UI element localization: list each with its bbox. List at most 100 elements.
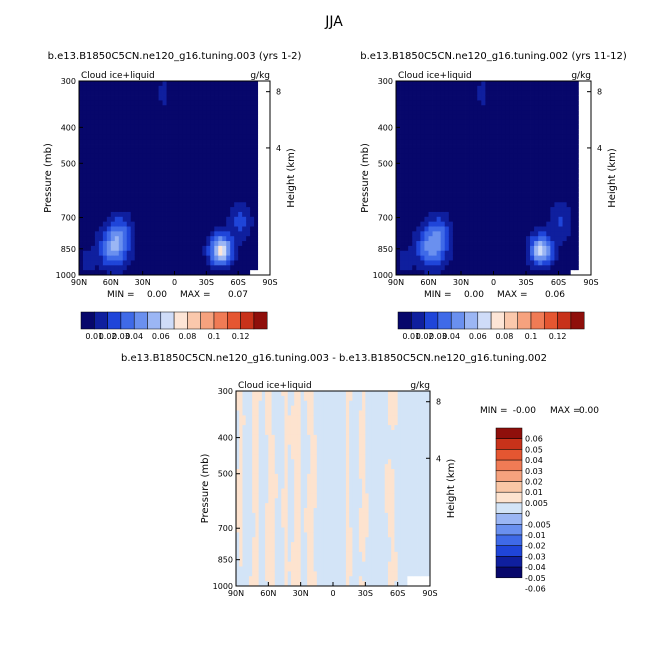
heatmap-cell — [182, 182, 187, 189]
heatmap-cell — [266, 226, 271, 232]
heatmap-cell — [513, 81, 519, 87]
heatmap-cell — [408, 260, 413, 266]
heatmap-cell — [138, 110, 144, 116]
heatmap-cell — [281, 483, 285, 489]
heatmap-cell — [586, 192, 592, 198]
heatmap-cell — [130, 158, 136, 164]
heatmap-cell — [570, 119, 576, 126]
heatmap-cell — [258, 517, 263, 524]
heatmap-cell — [250, 110, 255, 116]
heatmap-cell — [404, 81, 409, 87]
heatmap-cell — [408, 270, 413, 276]
heatmap-cell — [230, 226, 235, 232]
heatmap-cell — [526, 202, 531, 208]
heatmap-cell — [166, 178, 171, 184]
heatmap-cell — [268, 434, 272, 441]
heatmap-cell — [416, 153, 421, 159]
heatmap-cell — [562, 114, 568, 121]
heatmap-cell — [114, 192, 120, 198]
heatmap-cell — [469, 260, 474, 266]
heatmap-cell — [98, 178, 104, 184]
heatmap-cell — [242, 163, 247, 169]
heatmap-cell — [242, 532, 247, 538]
heatmap-cell — [202, 163, 207, 169]
heatmap-cell — [238, 226, 243, 232]
heatmap-cell — [258, 547, 263, 553]
heatmap-cell — [477, 187, 482, 193]
heatmap-cell — [86, 173, 92, 179]
heatmap-cell — [456, 197, 462, 203]
heatmap-cell — [303, 517, 308, 524]
heatmap-cell — [300, 508, 305, 514]
heatmap-cell — [538, 192, 543, 198]
heatmap-cell — [574, 255, 580, 261]
heatmap-cell — [440, 139, 446, 145]
heatmap-cell — [218, 105, 223, 111]
heatmap-cell — [436, 173, 442, 179]
heatmap-cell — [538, 158, 543, 164]
heatmap-cell — [130, 211, 136, 218]
heatmap-cell — [118, 168, 124, 174]
heatmap-cell — [501, 187, 507, 193]
heatmap-cell — [469, 148, 474, 155]
heatmap-cell — [90, 144, 96, 150]
heatmap-cell — [493, 139, 498, 145]
heatmap-cell — [408, 207, 413, 213]
heatmap-cell — [218, 153, 223, 159]
heatmap-cell — [110, 134, 116, 140]
heatmap-cell — [400, 260, 405, 266]
heatmap-cell — [461, 202, 466, 208]
heatmap-cell — [174, 114, 179, 121]
heatmap-cell — [261, 395, 266, 402]
heatmap-cell — [469, 134, 474, 140]
heatmap-cell — [236, 532, 240, 538]
heatmap-cell — [114, 153, 120, 159]
heatmap-cell — [90, 114, 96, 121]
heatmap-cell — [238, 163, 243, 169]
heatmap-cell — [404, 134, 409, 140]
heatmap-cell — [236, 483, 240, 489]
heatmap-cell — [236, 561, 240, 567]
heatmap-cell — [239, 415, 243, 421]
heatmap-cell — [485, 241, 490, 247]
heatmap-cell — [489, 124, 494, 130]
heatmap-cell — [248, 405, 253, 411]
heatmap-cell — [526, 148, 531, 155]
heatmap-cell — [238, 221, 243, 227]
heatmap-cell — [284, 581, 289, 587]
heatmap-cell — [226, 173, 231, 179]
heatmap-cell — [82, 245, 88, 252]
heatmap-cell — [142, 270, 148, 276]
heatmap-cell — [526, 236, 531, 242]
heatmap-cell — [444, 134, 450, 140]
heatmap-cell — [428, 100, 433, 106]
heatmap-cell — [114, 202, 120, 208]
heatmap-cell — [246, 124, 251, 130]
heatmap-cell — [497, 158, 503, 164]
heatmap-cell — [94, 270, 100, 276]
heatmap-cell — [294, 415, 298, 421]
heatmap-cell — [82, 129, 88, 135]
heatmap-cell — [94, 163, 100, 169]
heatmap-cell — [198, 270, 203, 276]
heatmap-cell — [134, 114, 140, 121]
heatmap-cell — [142, 168, 148, 174]
heatmap-cell — [436, 260, 442, 266]
heatmap-cell — [558, 85, 563, 92]
heatmap-cell — [130, 144, 136, 150]
heatmap-cell — [477, 148, 482, 155]
heatmap-cell — [574, 163, 580, 169]
heatmap-cell — [248, 527, 253, 533]
heatmap-cell — [274, 561, 279, 567]
heatmap-cell — [570, 245, 576, 252]
heatmap-cell — [278, 532, 282, 538]
heatmap-cell — [110, 197, 116, 203]
heatmap-cell — [258, 493, 263, 499]
heatmap-cell — [284, 527, 289, 533]
heatmap-cell — [218, 197, 223, 203]
heatmap-cell — [258, 420, 263, 426]
heatmap-cell — [250, 85, 255, 92]
heatmap-cell — [146, 144, 152, 150]
heatmap-cell — [461, 178, 466, 184]
heatmap-cell — [294, 420, 298, 426]
